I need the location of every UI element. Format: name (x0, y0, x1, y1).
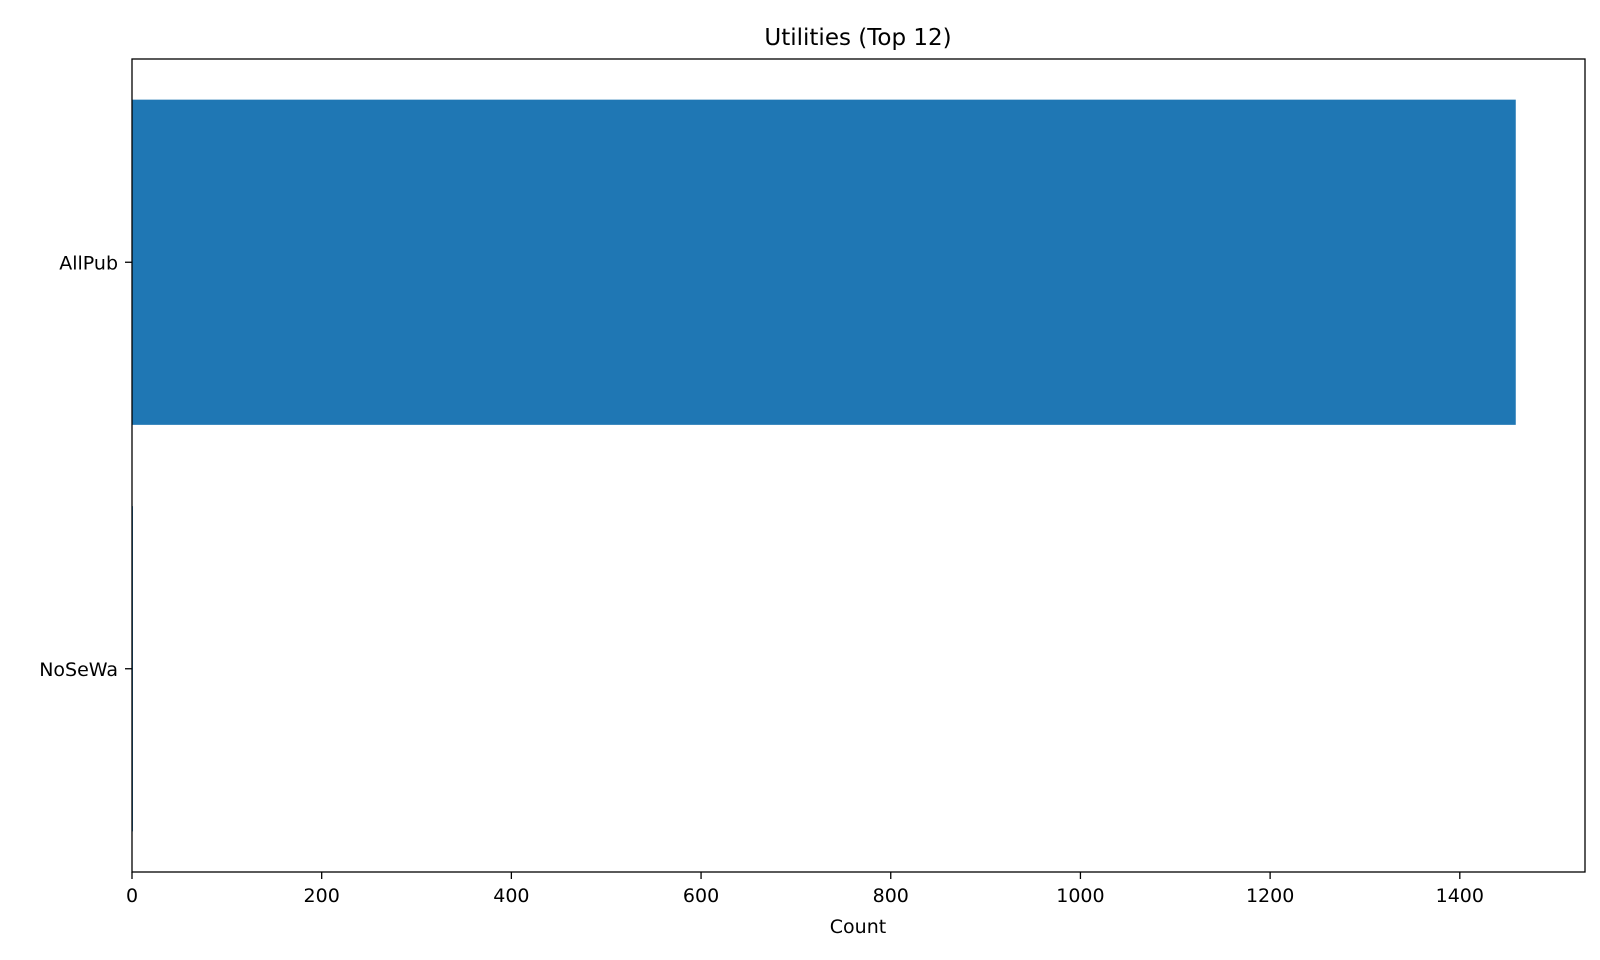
x-tick-label: 800 (873, 885, 909, 907)
plot-frame (131, 58, 1586, 873)
y-axis: AllPub NoSeWa (39, 252, 132, 681)
x-tick-label: 1400 (1436, 885, 1484, 907)
bar-allpub (132, 99, 1516, 425)
x-tick-label: 1000 (1056, 885, 1104, 907)
x-tick-label: 200 (304, 885, 340, 907)
chart-title: Utilities (Top 12) (764, 25, 951, 51)
x-axis: 0 200 400 600 800 1000 1200 1400 (126, 872, 1484, 907)
x-tick-label: 600 (683, 885, 719, 907)
bars (132, 99, 1516, 832)
y-tick-label: NoSeWa (39, 659, 118, 681)
x-axis-label: Count (830, 916, 886, 938)
y-tick-label: AllPub (59, 252, 118, 274)
x-tick-label: 0 (126, 885, 138, 907)
x-tick-label: 1200 (1246, 885, 1294, 907)
x-tick-label: 400 (493, 885, 529, 907)
